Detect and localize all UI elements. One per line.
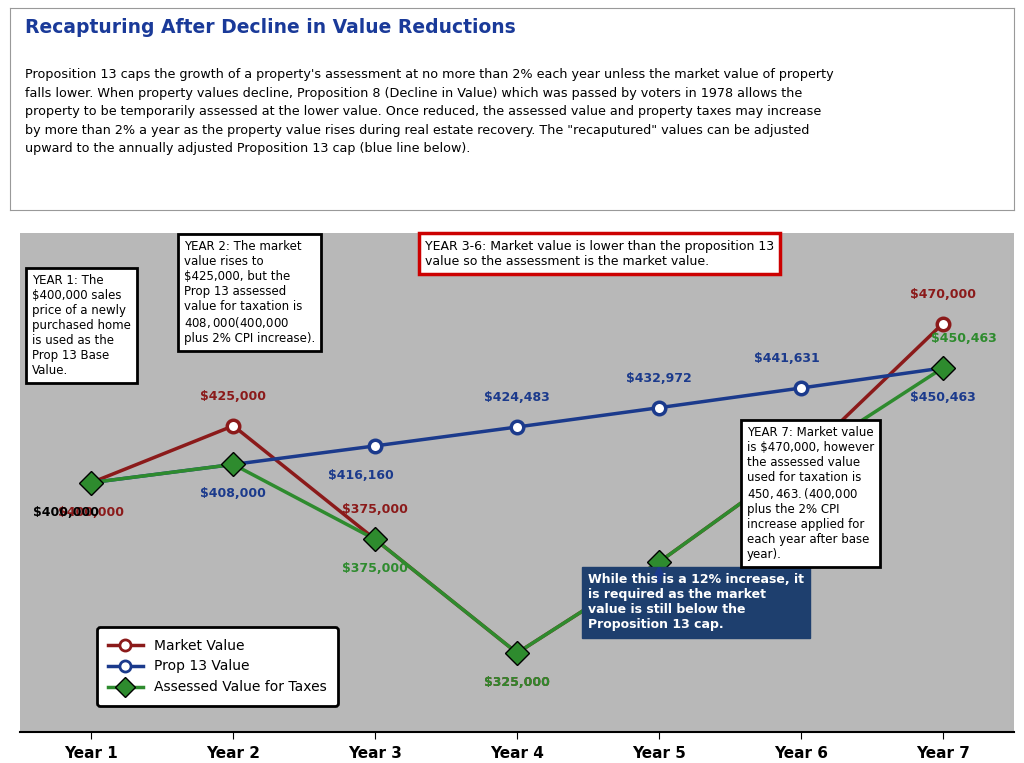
Text: $425,000: $425,000 [201, 390, 266, 403]
Text: YEAR 7: Market value
is $470,000, however
the assessed value
used for taxation i: YEAR 7: Market value is $470,000, howeve… [746, 426, 874, 562]
Text: $365,000: $365,000 [626, 585, 692, 598]
Text: $408,000: $408,000 [201, 488, 266, 501]
Text: $325,000: $325,000 [484, 676, 550, 689]
Text: $375,000: $375,000 [342, 504, 409, 517]
Text: $424,483: $424,483 [484, 391, 550, 404]
Text: YEAR 2: The market
value rises to
$425,000, but the
Prop 13 assessed
value for t: YEAR 2: The market value rises to $425,0… [183, 240, 315, 345]
Text: $325,000: $325,000 [484, 676, 550, 689]
Text: Recapturing After Decline in Value Reductions: Recapturing After Decline in Value Reduc… [26, 18, 516, 37]
Text: Proposition 13 caps the growth of a property's assessment at no more than 2% eac: Proposition 13 caps the growth of a prop… [26, 69, 834, 156]
Text: $450,463: $450,463 [931, 332, 997, 345]
Text: $416,160: $416,160 [328, 469, 394, 482]
Text: $365,000: $365,000 [626, 585, 692, 598]
Text: $450,463: $450,463 [910, 391, 976, 404]
Text: $470,000: $470,000 [909, 288, 976, 301]
Text: $441,631: $441,631 [754, 352, 819, 365]
Text: $375,000: $375,000 [342, 562, 409, 575]
Text: While this is a 12% increase, it
is required as the market
value is still below : While this is a 12% increase, it is requ… [588, 574, 804, 632]
Text: $400,000: $400,000 [33, 506, 99, 519]
Text: YEAR 1: The
$400,000 sales
price of a newly
purchased home
is used as the
Prop 1: YEAR 1: The $400,000 sales price of a ne… [32, 274, 131, 377]
Text: $400,000: $400,000 [58, 506, 125, 519]
Text: YEAR 3-6: Market value is lower than the proposition 13
value so the assessment : YEAR 3-6: Market value is lower than the… [425, 240, 774, 268]
Legend: Market Value, Prop 13 Value, Assessed Value for Taxes: Market Value, Prop 13 Value, Assessed Va… [97, 627, 338, 706]
Text: $410,000: $410,000 [768, 483, 834, 496]
Text: $432,972: $432,972 [626, 372, 692, 385]
